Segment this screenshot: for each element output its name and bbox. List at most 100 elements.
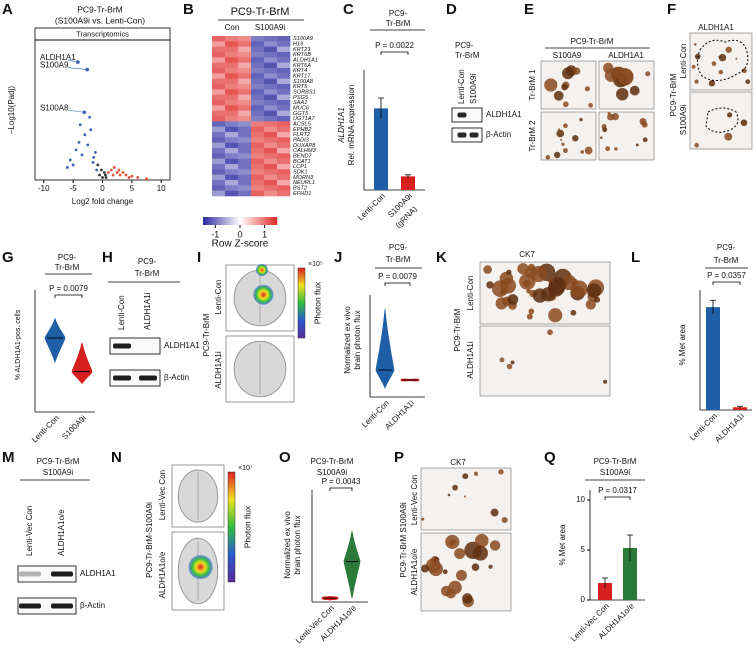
point (77, 140, 81, 144)
tissue-spot (501, 516, 508, 523)
heatmap-cell (277, 126, 291, 133)
heatmap-cell (264, 126, 278, 133)
heatmap-cell (251, 100, 265, 106)
heatmap-cell (225, 158, 239, 165)
heatmap-cell (225, 89, 239, 95)
heatmap-cell (238, 100, 252, 106)
label: PC9- (455, 41, 474, 50)
gene-label: LCP1 (293, 164, 307, 170)
error-bar (710, 299, 716, 314)
gene-label: KRT23 (293, 47, 311, 53)
point (95, 168, 99, 172)
colorbar-step (273, 217, 276, 225)
gene-label: EFHD1 (293, 191, 311, 197)
heatmap-cell (251, 185, 265, 191)
tissue-spot (547, 329, 553, 336)
heatmap-cell (238, 52, 252, 58)
gene-label: S100A8 (40, 103, 69, 112)
gene-label: KRT5 (293, 84, 308, 90)
band-label: ALDH1A1 (80, 569, 116, 578)
tissue-spot (475, 533, 489, 548)
tissue-image (598, 111, 655, 161)
tissue-spot (483, 265, 492, 274)
heatmap-cell (251, 126, 265, 133)
p-value: P = 0.0079 (49, 284, 88, 293)
gene-label: MUC6 (293, 105, 310, 111)
point (127, 176, 131, 179)
label: Con (225, 23, 240, 32)
tissue-spot (642, 137, 648, 143)
band-label: β-Actin (80, 601, 105, 610)
tissue-spot (614, 147, 618, 151)
heatmap-cell (264, 164, 278, 170)
gene-label: ALDH1A1 (40, 53, 76, 62)
heatmap-cell (238, 137, 252, 143)
colorbar-step (215, 217, 219, 225)
label: S100A9i (317, 468, 347, 477)
heatmap-cell (225, 62, 239, 69)
tissue-spot (474, 471, 478, 476)
point (112, 166, 116, 169)
heatmap-cell (212, 41, 226, 47)
gene-label: S100A9 (40, 61, 69, 70)
point (80, 153, 84, 157)
heatmap-cell (212, 110, 226, 117)
tissue-spot (741, 68, 747, 74)
heatmap-cell (277, 105, 291, 111)
heatmap-cell (277, 52, 291, 58)
gene-label: KRT6A (293, 63, 311, 69)
x-tick-label: 0 (100, 184, 105, 193)
heatmap-cell (238, 121, 252, 127)
error-bar (737, 405, 743, 409)
heatmap-cell (251, 84, 265, 90)
heatmap-cell (264, 36, 278, 42)
panel-letter: L (631, 249, 640, 266)
tissue-spot (556, 129, 565, 138)
heatmap-cell (251, 116, 265, 122)
heatmap-cell (277, 57, 291, 63)
bar (374, 108, 388, 190)
heatmap-cell (238, 126, 252, 133)
label: PC9- (389, 243, 408, 252)
heatmap-cell (225, 174, 239, 181)
heatmap-cell (212, 121, 226, 127)
x-tick-label: ALDH1A1i (713, 411, 746, 444)
y-axis-label: % ALDH1A1-pos. cells (15, 309, 22, 380)
heatmap-cell (277, 132, 291, 138)
point (99, 168, 103, 172)
heatmap-cell (277, 142, 291, 149)
heatmap-cell (212, 46, 226, 53)
label: ALDH1A1o/e (410, 548, 419, 595)
panel-letter: F (667, 1, 676, 18)
heatmap-cell (238, 41, 252, 47)
tissue-spot (544, 78, 558, 92)
tissue-spot (507, 294, 519, 305)
tissue-spot (563, 123, 568, 129)
heatmap-cell (251, 41, 265, 47)
tissue-spot (617, 68, 634, 85)
heatmap-cell (238, 46, 252, 53)
colorbar-tick-label: -1 (211, 229, 219, 239)
label: ALDH1A1 (698, 23, 734, 32)
label: Tr-BrM (135, 269, 160, 278)
tissue-spot (471, 563, 480, 571)
label: Lenti-Vec Con (158, 470, 167, 520)
heatmap-cell (251, 62, 265, 69)
heatmap-cell (212, 164, 226, 170)
heatmap-cell (225, 190, 239, 197)
label: Lenti-Con (466, 276, 475, 311)
heatmap-cell (212, 105, 226, 111)
band-label: β-Actin (164, 373, 189, 382)
heatmap-cell (238, 68, 252, 74)
gene-label: PSG5 (293, 95, 309, 101)
heatmap-cell (212, 62, 226, 69)
tissue-spot (426, 558, 441, 573)
y-axis-label: Rel. mRNA expression (347, 85, 356, 165)
lane-label: Lenti-Con (457, 69, 466, 104)
gene-label: UGT1A7 (293, 116, 316, 122)
heatmap-cell (277, 121, 291, 127)
tissue-spot (561, 83, 568, 91)
tissue-spot (585, 299, 596, 310)
colorbar-tick-label: 1 (262, 229, 267, 239)
